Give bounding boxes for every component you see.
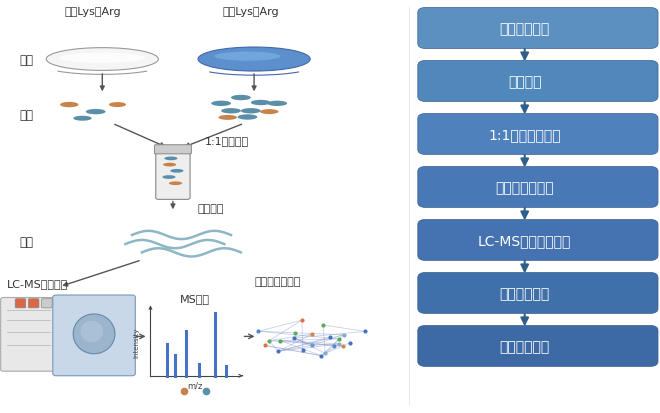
Ellipse shape <box>198 48 310 72</box>
Text: MS质谱: MS质谱 <box>180 294 210 304</box>
Ellipse shape <box>73 116 92 121</box>
FancyBboxPatch shape <box>418 220 658 261</box>
Text: 肽段: 肽段 <box>20 235 34 248</box>
Ellipse shape <box>238 115 257 121</box>
Text: m/z: m/z <box>187 380 203 389</box>
Text: 蛋白酶切: 蛋白酶切 <box>198 204 224 214</box>
FancyBboxPatch shape <box>418 325 658 367</box>
FancyBboxPatch shape <box>28 299 39 308</box>
Ellipse shape <box>46 48 158 71</box>
Text: 1:1混合蛋白: 1:1混合蛋白 <box>205 135 249 145</box>
FancyBboxPatch shape <box>418 8 658 49</box>
Text: 蛋白: 蛋白 <box>20 109 34 122</box>
FancyBboxPatch shape <box>156 147 190 200</box>
Ellipse shape <box>81 321 103 342</box>
Ellipse shape <box>170 170 183 173</box>
Ellipse shape <box>163 164 176 167</box>
Ellipse shape <box>164 157 178 161</box>
Text: 质谱数据分析: 质谱数据分析 <box>500 286 550 300</box>
Ellipse shape <box>260 110 279 115</box>
Ellipse shape <box>218 116 237 121</box>
Ellipse shape <box>211 102 231 107</box>
FancyBboxPatch shape <box>418 114 658 155</box>
Text: 轻标Lys，Arg: 轻标Lys，Arg <box>64 7 121 17</box>
Ellipse shape <box>169 182 182 186</box>
Text: LC-MS液质分析: LC-MS液质分析 <box>7 278 68 288</box>
Ellipse shape <box>221 109 241 114</box>
Ellipse shape <box>267 102 287 107</box>
Text: 生物信息分析: 生物信息分析 <box>500 339 550 353</box>
FancyBboxPatch shape <box>418 273 658 314</box>
Ellipse shape <box>109 103 126 108</box>
Ellipse shape <box>231 96 251 101</box>
Text: 细胞: 细胞 <box>20 53 34 66</box>
FancyBboxPatch shape <box>1 298 55 371</box>
FancyBboxPatch shape <box>154 145 191 154</box>
Text: 蛋白还原、酶切: 蛋白还原、酶切 <box>496 180 554 195</box>
Text: 蛋白提纯: 蛋白提纯 <box>508 75 541 89</box>
Ellipse shape <box>162 176 176 179</box>
Text: 生物信息学分析: 生物信息学分析 <box>254 276 300 286</box>
Text: Intensity: Intensity <box>133 327 139 357</box>
Ellipse shape <box>86 110 106 115</box>
Text: LC-MS液质串联检测: LC-MS液质串联检测 <box>478 233 572 247</box>
Text: 细胞培养标记: 细胞培养标记 <box>500 22 550 36</box>
Ellipse shape <box>251 101 271 106</box>
FancyBboxPatch shape <box>418 167 658 208</box>
Ellipse shape <box>214 52 280 62</box>
Text: 1:1混合蛋白样品: 1:1混合蛋白样品 <box>488 128 561 142</box>
Text: 重标Lys，Arg: 重标Lys，Arg <box>222 7 279 17</box>
Ellipse shape <box>241 109 261 114</box>
FancyBboxPatch shape <box>53 295 135 376</box>
FancyBboxPatch shape <box>15 299 26 308</box>
FancyBboxPatch shape <box>42 299 52 308</box>
Ellipse shape <box>73 314 115 354</box>
Ellipse shape <box>59 54 145 64</box>
FancyBboxPatch shape <box>418 61 658 102</box>
Ellipse shape <box>60 103 79 108</box>
